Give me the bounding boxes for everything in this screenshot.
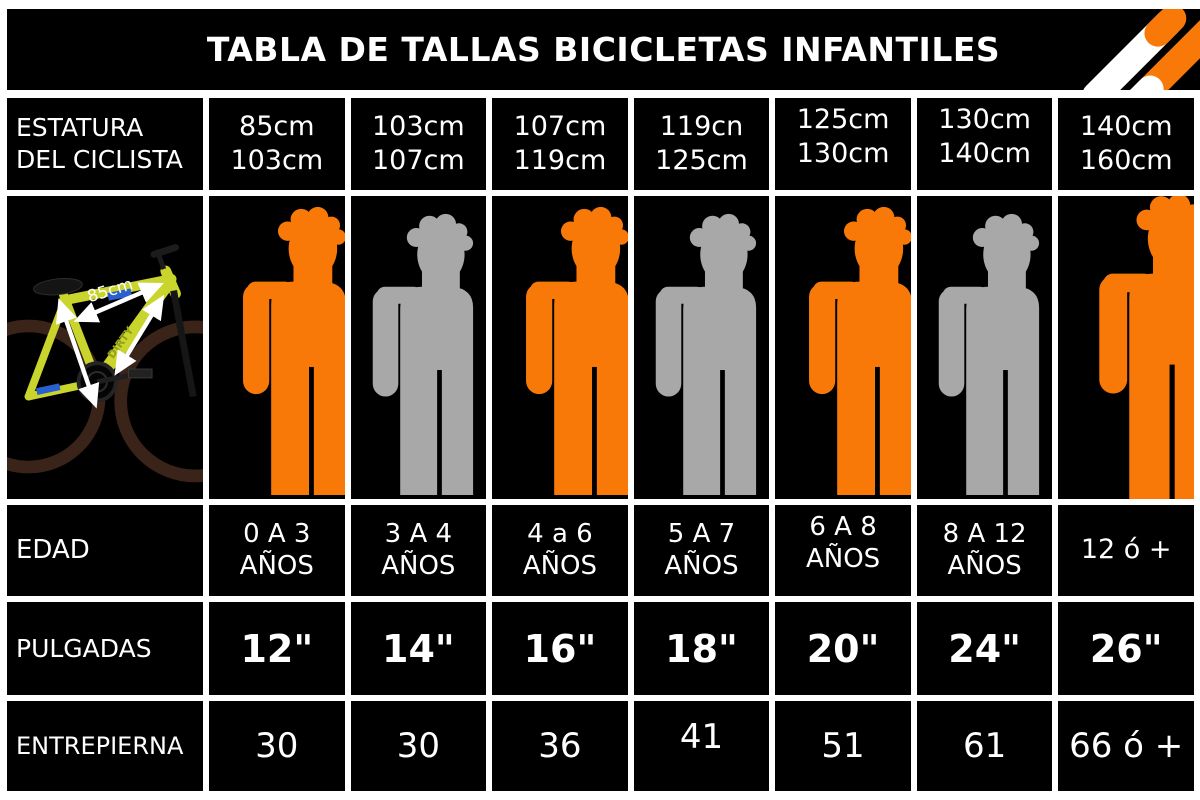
edad-value: 5 A 7 AÑOS [633, 505, 770, 596]
entrepierna-label: ENTREPIERNA [7, 701, 203, 791]
estatura-value: 103cm 107cm [350, 98, 487, 190]
bike-measure-image: DIRTY 85cm [7, 196, 203, 499]
pulgadas-value: 24" [916, 602, 1053, 695]
edad-value: 8 A 12 AÑOS [916, 505, 1053, 596]
edad-label: EDAD [7, 505, 203, 596]
stem [156, 254, 167, 270]
edad-value: 4 a 6 AÑOS [492, 505, 628, 596]
title-bar: TABLA DE TALLAS BICICLETAS INFANTILES [7, 9, 1200, 90]
figure-cell [916, 196, 1053, 499]
figure-cell [1058, 196, 1194, 499]
figure-cell [775, 196, 911, 499]
entrepierna-value: 36 [492, 701, 628, 791]
pulgadas-value: 18" [633, 602, 770, 695]
person-silhouette-icon [803, 204, 911, 495]
page-title: TABLA DE TALLAS BICICLETAS INFANTILES [206, 30, 1001, 69]
measure-label: 85cm [85, 274, 135, 306]
pulgadas-value: 16" [492, 602, 628, 695]
entrepierna-value: 61 [916, 701, 1053, 791]
estatura-label: ESTATURA DEL CICLISTA [7, 98, 203, 190]
row-figures: DIRTY 85cm [7, 196, 1194, 499]
person-silhouette-icon [520, 204, 628, 495]
estatura-value: 119cn 125cm [633, 98, 770, 190]
person-silhouette-icon [237, 204, 345, 495]
measure-arrows [55, 282, 165, 409]
edad-value: 12 ó + [1058, 505, 1194, 596]
handlebar [150, 244, 179, 258]
row-pulgadas: PULGADAS 12" 14" 16" 18" 20" 24" 26" [7, 602, 1194, 695]
figure-cell [350, 196, 487, 499]
figure-cell [633, 196, 770, 499]
row-entrepierna: ENTREPIERNA 30 30 36 41 51 61 66 ó + [7, 701, 1194, 791]
entrepierna-value: 66 ó + [1058, 701, 1194, 791]
person-silhouette-icon [367, 211, 476, 495]
row-estatura: ESTATURA DEL CICLISTA 85cm 103cm 103cm 1… [7, 98, 1194, 190]
edad-value: 3 A 4 AÑOS [350, 505, 487, 596]
edad-value: 6 A 8 AÑOS [775, 505, 911, 596]
estatura-value: 107cm 119cm [492, 98, 628, 190]
estatura-value: 125cm 130cm [775, 98, 911, 190]
estatura-value: 85cm 103cm [209, 98, 345, 190]
crank-arm [96, 372, 133, 385]
figure-cell [209, 196, 345, 499]
pulgadas-value: 20" [775, 602, 911, 695]
person-silhouette-icon [1093, 196, 1194, 499]
pulgadas-value: 14" [350, 602, 487, 695]
entrepierna-value: 41 [633, 701, 770, 791]
bike-frame-illustration: DIRTY 85cm [7, 244, 203, 483]
frame-accent [36, 383, 61, 395]
pedal [128, 368, 153, 379]
edad-value: 0 A 3 AÑOS [209, 505, 345, 596]
brand-logo [1082, 9, 1200, 90]
person-silhouette-icon [933, 211, 1042, 495]
pulgadas-value: 12" [209, 602, 345, 695]
figure-cell [492, 196, 628, 499]
estatura-value: 130cm 140cm [916, 98, 1053, 190]
estatura-value: 140cm 160cm [1058, 98, 1194, 190]
entrepierna-value: 30 [350, 701, 487, 791]
person-silhouette-icon [650, 211, 759, 495]
entrepierna-value: 51 [775, 701, 911, 791]
row-edad: EDAD 0 A 3 AÑOS 3 A 4 AÑOS 4 a 6 AÑOS 5 … [7, 505, 1194, 596]
front-wheel [114, 320, 203, 483]
fork [170, 290, 197, 398]
entrepierna-value: 30 [209, 701, 345, 791]
pulgadas-label: PULGADAS [7, 602, 203, 695]
pulgadas-value: 26" [1058, 602, 1194, 695]
